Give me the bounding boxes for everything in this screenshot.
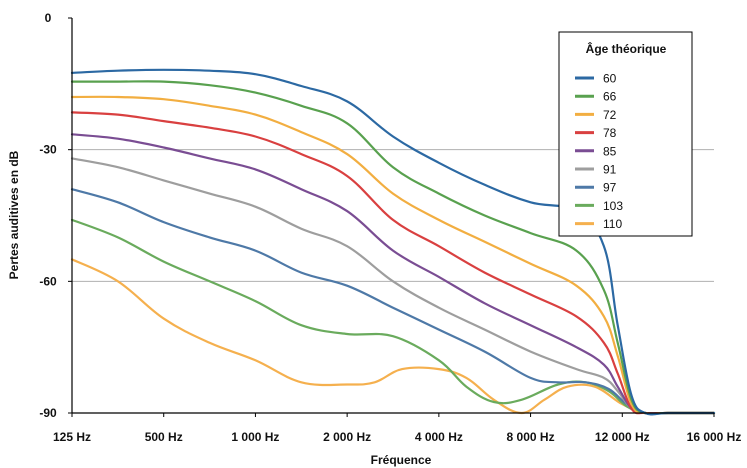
series-line-103 <box>70 218 716 415</box>
x-tick-label: 12 000 Hz <box>595 430 650 444</box>
legend-label-110: 110 <box>603 217 622 231</box>
legend: Âge théorique 60 66 72 78 85 91 97 103 110 <box>558 31 693 237</box>
y-tick-label: -90 <box>39 406 57 420</box>
y-tick-label: -60 <box>39 274 57 288</box>
y-tick-label: 0 <box>45 11 52 25</box>
x-tick-label: 2 000 Hz <box>323 430 371 444</box>
x-tick-label: 8 000 Hz <box>507 430 555 444</box>
x-axis-title: Fréquence <box>371 453 432 467</box>
legend-label-60: 60 <box>603 72 617 86</box>
legend-label-78: 78 <box>603 126 617 140</box>
y-tick-label: -30 <box>39 143 57 157</box>
legend-label-72: 72 <box>603 108 617 122</box>
x-tick-label: 16 000 Hz <box>687 430 742 444</box>
y-axis-title: Pertes auditives en dB <box>7 150 21 279</box>
series-line-66 <box>70 80 716 416</box>
x-tick-label: 125 Hz <box>53 430 91 444</box>
legend-label-103: 103 <box>603 199 623 213</box>
x-tick-label: 500 Hz <box>145 430 183 444</box>
legend-title: Âge théorique <box>586 41 667 56</box>
tick-labels: 0 -30 -60 -90 125 Hz 500 Hz 1 000 Hz 2 000 Hz 4 … <box>39 11 741 444</box>
legend-items: 60 66 72 78 85 91 97 103 110 <box>575 72 623 231</box>
series-line-60 <box>70 68 716 416</box>
legend-box <box>558 31 693 237</box>
x-tick-label: 4 000 Hz <box>415 430 463 444</box>
axes <box>68 17 715 417</box>
legend-label-85: 85 <box>603 144 617 158</box>
series-line-78 <box>70 111 716 415</box>
series-lines <box>70 68 716 416</box>
x-tick-label: 1 000 Hz <box>231 430 279 444</box>
legend-label-97: 97 <box>603 181 617 195</box>
series-line-72 <box>70 95 716 415</box>
legend-label-91: 91 <box>603 163 617 177</box>
legend-label-66: 66 <box>603 90 617 104</box>
